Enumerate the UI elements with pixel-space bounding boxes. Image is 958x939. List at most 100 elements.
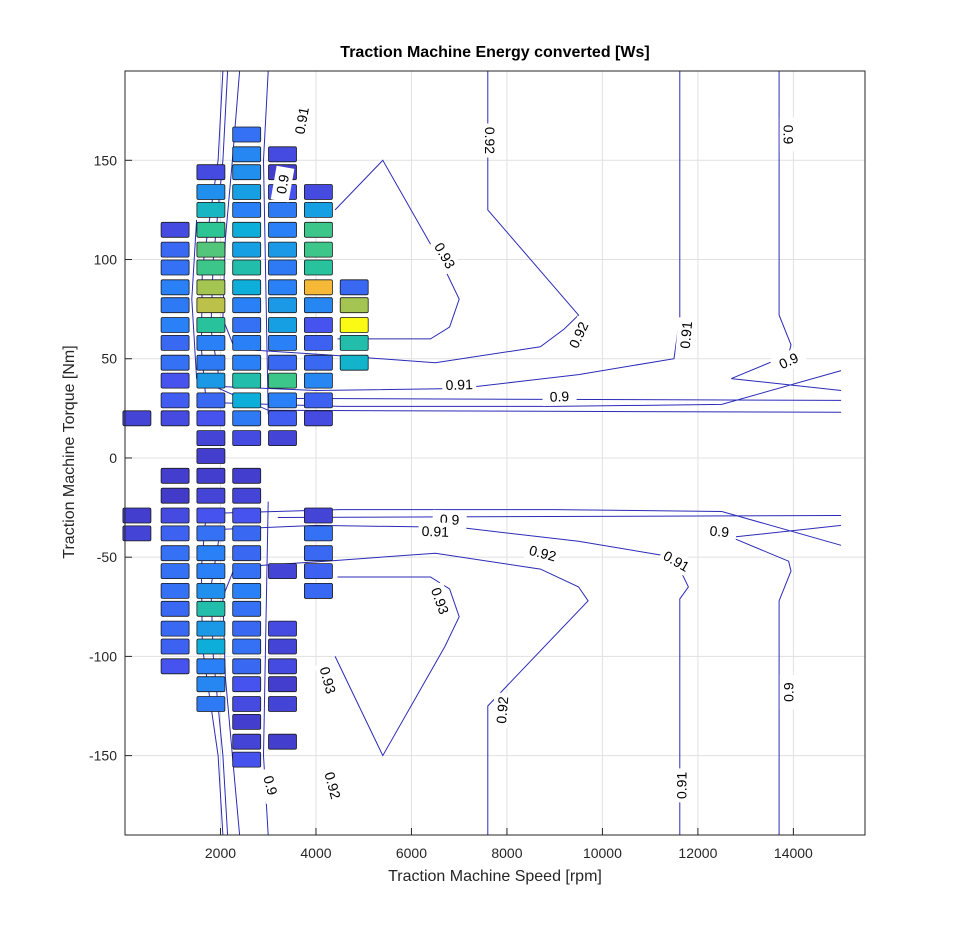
x-tick-label: 4000 [300,845,331,861]
heatmap-cell [196,221,226,238]
y-tick-label: 150 [94,152,118,168]
contour-label: 0.91 [445,376,473,393]
heatmap-cell [303,334,333,351]
heatmap-cell [303,241,333,258]
heatmap-cell [268,638,297,655]
x-axis-label: Traction Machine Speed [rpm] [388,868,602,885]
contour-label: 0.92 [528,542,559,565]
heatmap-cell [303,583,333,599]
contour-label-background [779,675,798,710]
heatmap-cell [196,583,226,599]
heatmap-cell [232,714,262,730]
heatmap-cell [160,600,190,617]
heatmap-cell [160,563,190,579]
heatmap-cell [160,221,190,238]
heatmap-cell [268,279,297,296]
contour-label: 0.9 [549,388,569,405]
heatmap-cell [196,545,226,562]
contour-label-background [672,768,691,803]
heatmap-cell [196,410,226,427]
contour-label: 0.9 [273,173,292,195]
heatmap-cell [303,372,333,389]
heatmap-cell [339,334,369,351]
contour-label-background [769,345,808,377]
x-tick-label: 6000 [396,845,427,861]
heatmap-cell [339,317,369,333]
heatmap-cell [196,241,226,258]
heatmap-cell [196,676,226,693]
contour-label-background [428,236,462,275]
heatmap-cell [160,259,190,276]
heatmap-cell [232,525,262,542]
contour-label: 0.91 [677,320,695,349]
heatmap-cell [268,620,297,637]
heatmap-cell [232,733,262,750]
x-tick-label: 2000 [205,845,236,861]
contour-label: 0.92 [321,770,344,801]
heatmap-cell [196,563,226,579]
contour-line [222,70,580,364]
contour-label-background [701,520,738,542]
heatmap-cell [196,317,226,333]
heatmap-cell [196,279,226,296]
heatmap-cell [232,334,262,351]
contour-label-background [270,165,295,203]
contour-label-background [289,102,314,139]
heatmap-cell [232,354,262,371]
heatmap-cell [160,620,190,637]
contour-label: 0.91 [674,772,690,799]
heatmap-cell [232,676,262,693]
heatmap-cell [160,638,190,655]
heatmap-cell [160,545,190,562]
heatmap-cell [160,392,190,409]
heatmap-cells [122,126,369,768]
heatmap-cell [339,279,369,296]
contour-line [334,159,460,340]
heatmap-cell [160,583,190,599]
heatmap-cell [232,259,262,276]
heatmap-cell [268,317,297,333]
heatmap-cell [160,297,190,314]
heatmap-cell [268,410,297,427]
heatmap-cell [232,184,262,200]
heatmap-cell [232,563,262,579]
heatmap-cell [196,600,226,617]
heatmap-cell [196,487,226,504]
heatmap-cell [232,600,262,617]
heatmap-cell [232,241,262,258]
heatmap-cell [268,696,297,712]
heatmap-cell [196,334,226,351]
heatmap-cell [303,410,333,427]
heatmap-cell [196,448,226,464]
contour-labels: 0.91 0.9 0.92 0.9 0.93 0.92 0.91 0.9 0.91 0.9 0.9 0… [257,102,808,805]
heatmap-cell [268,563,297,579]
heatmap-cell [303,259,333,276]
heatmap-cell [303,525,333,542]
heatmap-cell [232,372,262,389]
heatmap-cell [196,201,226,218]
contour-line [731,71,842,391]
heatmap-cell [232,126,262,143]
heatmap-cell [232,201,262,218]
contour-label: 0.9 [776,349,801,372]
heatmap-cell [232,297,262,314]
contour-line [222,552,589,836]
heatmap-cell [232,164,262,181]
heatmap-cell [160,525,190,542]
heatmap-cell [268,297,297,314]
contour-line [277,515,842,518]
heatmap-cell [160,410,190,427]
heatmap-cell [160,317,190,333]
heatmap-cell [196,467,226,484]
contour-label: 0.9 [781,125,797,145]
heatmap-cell [232,410,262,427]
contour-lines [191,70,842,836]
heatmap-cell [303,392,333,409]
chart-title: Traction Machine Energy converted [Ws] [340,44,650,61]
heatmap-cell [232,638,262,655]
contour-label-background [542,386,577,407]
heatmap-cell [196,184,226,200]
heatmap-cell [268,334,297,351]
heatmap-cell [268,372,297,389]
